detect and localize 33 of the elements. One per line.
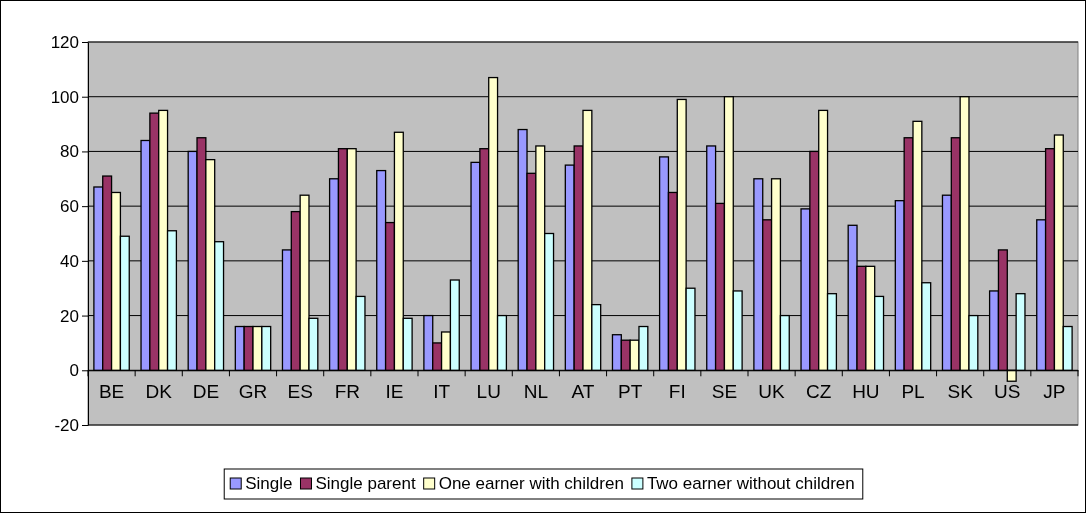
y-tick-label: 100 (50, 87, 79, 107)
legend-label: Single (245, 474, 293, 493)
x-tick-label: UK (758, 380, 786, 402)
legend-label: One earner with children (438, 474, 624, 493)
x-tick-label: JP (1043, 380, 1066, 402)
x-tick-label: AT (571, 380, 595, 402)
x-tick-label: SE (711, 380, 738, 402)
y-tick-label: -20 (54, 415, 79, 435)
y-tick-label: 60 (60, 197, 79, 217)
x-tick-label: SK (947, 380, 974, 402)
x-tick-label: PL (901, 380, 925, 402)
y-tick-label: 40 (60, 251, 79, 271)
x-tick-label: GR (238, 380, 268, 402)
x-tick-label: PT (618, 380, 643, 402)
x-tick-label: IE (385, 380, 404, 402)
x-tick-label: FR (334, 380, 360, 402)
y-tick-label: 80 (60, 142, 79, 162)
x-tick-label: IT (433, 380, 451, 402)
y-tick-label: 20 (60, 306, 79, 326)
x-tick-label: HU (852, 380, 880, 402)
x-tick-label: ES (287, 380, 313, 402)
x-tick-label: BE (98, 380, 125, 402)
x-tick-label: NL (523, 380, 549, 402)
x-tick-label: CZ (806, 380, 832, 402)
x-tick-label: LU (476, 380, 501, 402)
y-tick-label: 120 (50, 32, 79, 52)
legend-label: Two earner without children (646, 474, 855, 493)
x-tick-label: DE (192, 380, 220, 402)
x-tick-label: DK (145, 380, 173, 402)
x-tick-label: FI (668, 380, 686, 402)
legend-label: Single parent (315, 474, 416, 493)
y-tick-label: 0 (69, 361, 79, 381)
x-tick-label: US (994, 380, 1021, 402)
